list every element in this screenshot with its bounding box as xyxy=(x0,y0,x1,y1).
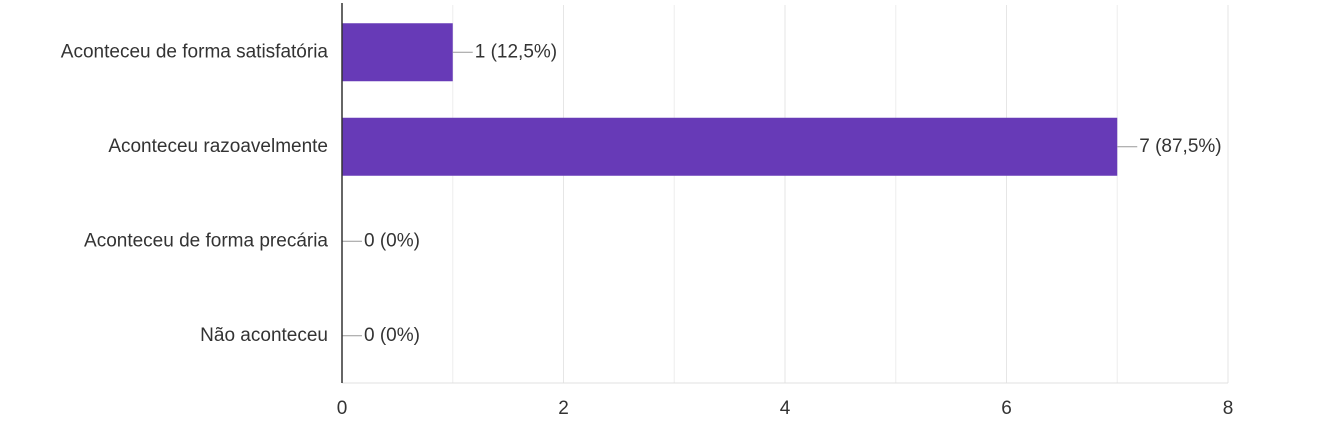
bar xyxy=(342,117,1118,176)
y-tick-label: Aconteceu de forma precária xyxy=(84,230,328,251)
x-tick-label: 0 xyxy=(337,398,348,419)
value-label: 0 (0%) xyxy=(364,230,420,251)
x-tick-label: 2 xyxy=(558,398,569,419)
x-tick-label: 4 xyxy=(780,398,791,419)
y-tick-label: Aconteceu de forma satisfatória xyxy=(61,41,329,62)
value-label: 0 (0%) xyxy=(364,325,420,346)
y-tick-label: Não aconteceu xyxy=(200,325,328,346)
bar xyxy=(342,23,453,82)
value-label: 7 (87,5%) xyxy=(1139,136,1221,157)
value-label: 1 (12,5%) xyxy=(475,41,557,62)
y-tick-label: Aconteceu razoavelmente xyxy=(108,136,328,157)
x-tick-label: 8 xyxy=(1223,398,1234,419)
x-tick-label: 6 xyxy=(1001,398,1012,419)
